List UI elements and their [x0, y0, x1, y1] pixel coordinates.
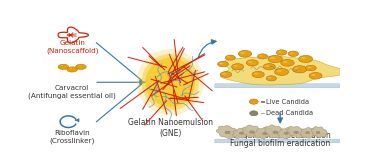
Ellipse shape [246, 60, 258, 66]
Ellipse shape [288, 51, 299, 56]
Ellipse shape [249, 99, 258, 104]
Ellipse shape [306, 132, 310, 134]
Ellipse shape [268, 77, 271, 78]
Ellipse shape [273, 131, 278, 134]
Polygon shape [277, 128, 294, 139]
Ellipse shape [257, 54, 268, 59]
Ellipse shape [238, 50, 252, 57]
Ellipse shape [301, 57, 306, 59]
Text: Gelatin Nanoemulsion
(GNE): Gelatin Nanoemulsion (GNE) [128, 118, 213, 138]
Ellipse shape [316, 131, 320, 134]
Ellipse shape [307, 67, 311, 68]
Ellipse shape [277, 70, 282, 72]
Ellipse shape [219, 63, 223, 64]
Ellipse shape [61, 65, 63, 66]
Text: Gelatin
(Nanoscaffold): Gelatin (Nanoscaffold) [46, 40, 98, 54]
Ellipse shape [225, 131, 230, 134]
FancyBboxPatch shape [215, 84, 339, 88]
Ellipse shape [225, 55, 235, 60]
Text: Fungal biofilm penetration: Fungal biofilm penetration [229, 132, 331, 140]
Text: Dead Candida: Dead Candida [266, 110, 313, 116]
Polygon shape [58, 64, 69, 69]
Polygon shape [242, 125, 262, 137]
Ellipse shape [137, 49, 204, 115]
Ellipse shape [262, 132, 267, 135]
Text: Live Candida: Live Candida [266, 99, 309, 105]
Polygon shape [300, 128, 316, 138]
Bar [262, 101, 265, 103]
Polygon shape [287, 127, 307, 138]
Ellipse shape [290, 52, 293, 54]
Ellipse shape [227, 56, 230, 58]
Ellipse shape [142, 54, 199, 111]
Ellipse shape [220, 72, 232, 77]
Ellipse shape [281, 59, 294, 66]
Ellipse shape [250, 111, 258, 116]
Ellipse shape [70, 68, 72, 69]
Ellipse shape [309, 73, 322, 79]
Ellipse shape [284, 132, 288, 134]
Ellipse shape [234, 65, 238, 67]
Ellipse shape [275, 68, 288, 75]
Ellipse shape [218, 61, 228, 67]
Text: Carvacrol
(Antifungal essential oil): Carvacrol (Antifungal essential oil) [28, 85, 116, 99]
Ellipse shape [294, 131, 299, 134]
Ellipse shape [254, 73, 258, 75]
Ellipse shape [263, 64, 276, 70]
Ellipse shape [79, 65, 81, 66]
Ellipse shape [278, 51, 282, 53]
Ellipse shape [222, 73, 226, 75]
Ellipse shape [239, 132, 243, 134]
Ellipse shape [311, 74, 316, 76]
FancyBboxPatch shape [215, 139, 339, 143]
Ellipse shape [299, 55, 313, 62]
Ellipse shape [283, 61, 287, 63]
Polygon shape [254, 127, 273, 139]
Ellipse shape [252, 71, 264, 78]
Ellipse shape [268, 55, 282, 63]
Ellipse shape [266, 76, 276, 81]
Ellipse shape [232, 64, 244, 70]
Polygon shape [265, 125, 285, 138]
Ellipse shape [249, 131, 254, 133]
Ellipse shape [305, 65, 316, 71]
Ellipse shape [259, 55, 263, 56]
Ellipse shape [265, 65, 269, 67]
Ellipse shape [293, 66, 307, 73]
Polygon shape [232, 128, 249, 139]
Polygon shape [311, 127, 327, 138]
Ellipse shape [146, 58, 195, 107]
Ellipse shape [295, 67, 300, 69]
Polygon shape [67, 67, 77, 72]
Ellipse shape [248, 61, 252, 63]
Text: Riboflavin
(Crosslinker): Riboflavin (Crosslinker) [50, 130, 95, 144]
Text: Fungal biofilm eradication: Fungal biofilm eradication [230, 139, 330, 148]
Polygon shape [76, 64, 86, 69]
Polygon shape [220, 56, 346, 85]
Ellipse shape [276, 50, 287, 55]
Ellipse shape [270, 57, 275, 59]
Bar [262, 113, 265, 114]
Polygon shape [216, 125, 238, 139]
Ellipse shape [240, 52, 245, 54]
